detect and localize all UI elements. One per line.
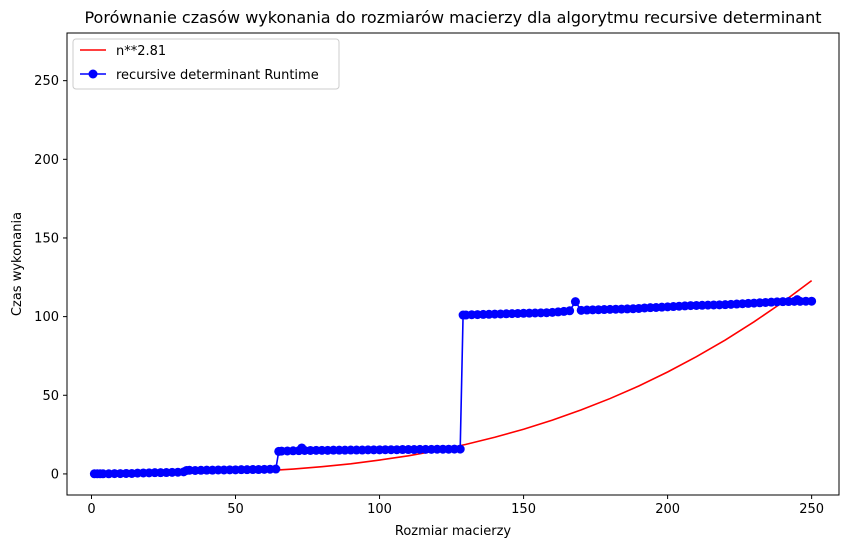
x-tick-label: 250 [799, 502, 824, 517]
data-point [565, 306, 575, 316]
data-point [570, 297, 580, 307]
legend-label-0: n**2.81 [116, 44, 166, 59]
x-tick-label: 150 [511, 502, 536, 517]
x-tick-label: 0 [87, 502, 95, 517]
x-tick-label: 200 [655, 502, 680, 517]
x-tick-label: 50 [227, 502, 244, 517]
y-tick-label: 200 [34, 153, 59, 168]
chart-title: Porównanie czasów wykonania do rozmiarów… [84, 8, 821, 27]
legend-box [72, 38, 340, 90]
y-axis-label: Czas wykonania [10, 212, 25, 316]
y-tick-label: 100 [34, 310, 59, 325]
data-point [271, 464, 281, 474]
y-tick-label: 150 [34, 231, 59, 246]
legend-marker-1 [88, 69, 98, 79]
y-tick-label: 0 [51, 467, 59, 482]
x-axis-ticks: 0 50 100 150 200 250 [87, 495, 824, 517]
plot-area-frame [66, 32, 840, 496]
data-point [807, 296, 817, 306]
x-tick-label: 100 [367, 502, 392, 517]
x-axis-label: Rozmiar macierzy [395, 524, 512, 539]
y-tick-label: 250 [34, 74, 59, 89]
series-layer [89, 279, 817, 479]
data-point [455, 444, 465, 454]
y-tick-label: 50 [42, 389, 59, 404]
y-axis-ticks: 0 50 100 150 200 250 [34, 74, 67, 482]
legend-label-1: recursive determinant Runtime [116, 68, 319, 83]
chart-legend: n**2.81 recursive determinant Runtime [72, 38, 340, 90]
